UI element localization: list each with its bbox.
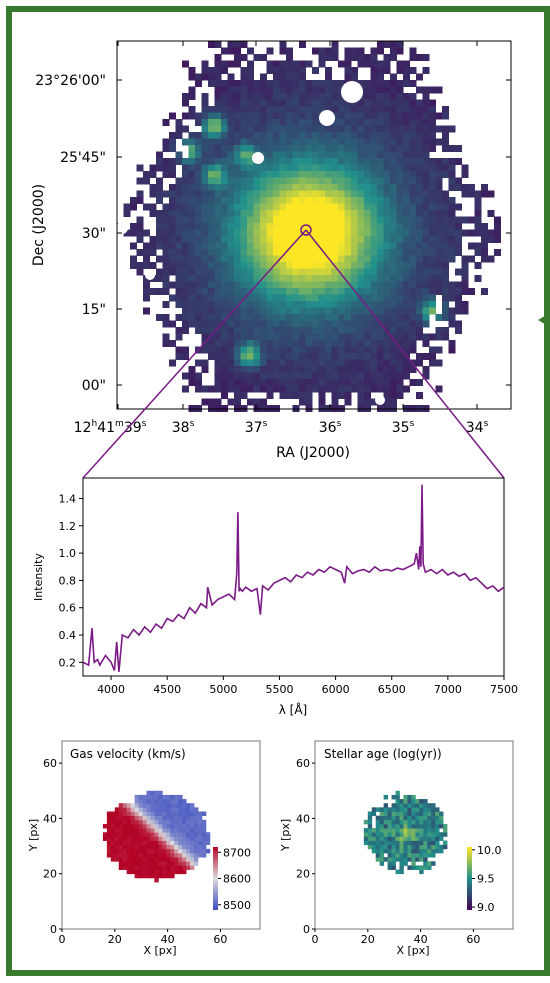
zoom-line-left xyxy=(82,229,307,479)
sky-x-tick-label: 38s xyxy=(172,419,195,436)
stellar-age-title: Stellar age (log(yr)) xyxy=(324,747,442,761)
sky-ylabel: Dec (J2000) xyxy=(31,184,47,266)
map-x-tick-label: 60 xyxy=(213,933,227,946)
spectrum-ylabel: Intensity xyxy=(32,553,45,601)
colorbar-tick-label: 8700 xyxy=(223,846,251,859)
aperture-marker xyxy=(300,224,312,236)
map-x-tick-label: 20 xyxy=(361,933,375,946)
sky-x-tick-label: 35s xyxy=(392,419,415,436)
map-x-tick-label: 20 xyxy=(108,933,122,946)
sky-xlabel: RA (J2000) xyxy=(276,445,350,461)
gas-velocity-colorbar xyxy=(213,847,218,910)
sky-y-tick-label: 15" xyxy=(82,302,106,318)
map-x-tick-label: 0 xyxy=(59,933,66,946)
map-y-tick-label: 0 xyxy=(303,923,310,936)
colorbar-tick-label: 9.0 xyxy=(477,901,495,914)
spectrum-x-tick-label: 4000 xyxy=(97,683,125,696)
spectrum-y-tick-label: 1.4 xyxy=(59,492,77,505)
spectrum-x-tick-label: 7000 xyxy=(434,683,462,696)
map-y-tick-label: 20 xyxy=(43,868,57,881)
sky-image-panel: 12h41m39s 38s 37s 36s 35s 34s 23°26'00" 25'45" 3… xyxy=(31,40,512,461)
spectrum-y-tick-label: 0.8 xyxy=(59,574,77,587)
stellar-age-pixels xyxy=(363,790,448,875)
colorbar-tick-label: 8500 xyxy=(223,899,251,912)
spectrum-frame xyxy=(82,477,505,677)
spectrum-y-tick-label: 0.2 xyxy=(59,656,77,669)
sky-x-tick-label: 34s xyxy=(466,419,489,436)
stellar-age-panel: Stellar age (log(yr)) 0 20 40 60 0 20 40 60 10.0… xyxy=(279,740,514,957)
sky-x-tick-label: 12h41m39s xyxy=(74,419,147,436)
sky-x-tick-label: 36s xyxy=(319,419,342,436)
colorbar-tick-label: 10.0 xyxy=(477,844,502,857)
zoom-line-right xyxy=(305,229,505,479)
spectrum-panel: 4000 4500 5000 5500 6000 6500 7000 7500 0.2 0.4 0.… xyxy=(32,477,519,717)
map-y-tick-label: 40 xyxy=(43,812,57,825)
gas-velocity-ylabel: Y [px] xyxy=(27,819,40,852)
sky-y-tick-label: 23°26'00" xyxy=(35,73,106,89)
left-arrow-icon xyxy=(538,314,548,326)
sky-y-tick-label: 30" xyxy=(82,226,106,242)
stellar-age-ticks: 0 20 40 60 0 20 40 60 10.0 9.5 9.0 xyxy=(296,757,502,946)
spectrum-y-tick-label: 0.6 xyxy=(59,602,77,615)
gas-velocity-ticks: 0 20 40 60 0 20 40 60 8700 8600 8500 xyxy=(43,757,251,946)
spectrum-line xyxy=(82,484,505,672)
sky-image-masked-holes xyxy=(116,81,496,405)
map-y-tick-label: 20 xyxy=(296,868,310,881)
map-x-tick-label: 60 xyxy=(466,933,480,946)
gas-velocity-title: Gas velocity (km/s) xyxy=(70,747,186,761)
map-y-tick-label: 40 xyxy=(296,812,310,825)
spectrum-y-tick-label: 0.4 xyxy=(59,629,77,642)
spectrum-x-tick-label: 5000 xyxy=(209,683,237,696)
sky-x-tick-label: 37s xyxy=(245,419,268,436)
map-x-tick-label: 0 xyxy=(312,933,319,946)
spectrum-y-tick-label: 1.2 xyxy=(59,520,77,533)
spectrum-x-tick-label: 6000 xyxy=(322,683,350,696)
sky-y-tick-label: 00" xyxy=(82,378,106,394)
map-y-tick-label: 60 xyxy=(43,757,57,770)
gas-velocity-pixels xyxy=(102,790,211,883)
spectrum-x-tick-label: 5500 xyxy=(265,683,293,696)
colorbar-tick-label: 8600 xyxy=(223,873,251,886)
spectrum-x-tick-label: 7500 xyxy=(490,683,518,696)
sky-image-ticks: 12h41m39s 38s 37s 36s 35s 34s 23°26'00" 25'45" 3… xyxy=(35,41,511,436)
gas-velocity-xlabel: X [px] xyxy=(143,944,176,957)
gas-velocity-panel: Gas velocity (km/s) 0 20 40 60 0 20 40 60 8700 86… xyxy=(27,740,261,957)
spectrum-y-tick-label: 1.0 xyxy=(59,547,77,560)
colorbar-tick-label: 9.5 xyxy=(477,873,495,886)
map-y-tick-label: 0 xyxy=(50,923,57,936)
map-x-tick-label: 40 xyxy=(414,933,428,946)
spectrum-x-tick-label: 6500 xyxy=(378,683,406,696)
spectrum-ticks: 4000 4500 5000 5500 6000 6500 7000 7500 0.2 0.4 0.… xyxy=(59,492,519,696)
sky-y-tick-label: 25'45" xyxy=(60,150,106,166)
sky-image-pixels xyxy=(117,41,501,412)
stellar-age-colorbar xyxy=(467,847,472,910)
spectrum-xlabel: λ [Å] xyxy=(279,702,308,717)
map-x-tick-label: 40 xyxy=(161,933,175,946)
stellar-age-xlabel: X [px] xyxy=(396,944,429,957)
sky-image-frame xyxy=(116,40,512,410)
map-y-tick-label: 60 xyxy=(296,757,310,770)
spectrum-x-tick-label: 4500 xyxy=(153,683,181,696)
stellar-age-ylabel: Y [px] xyxy=(279,819,292,852)
